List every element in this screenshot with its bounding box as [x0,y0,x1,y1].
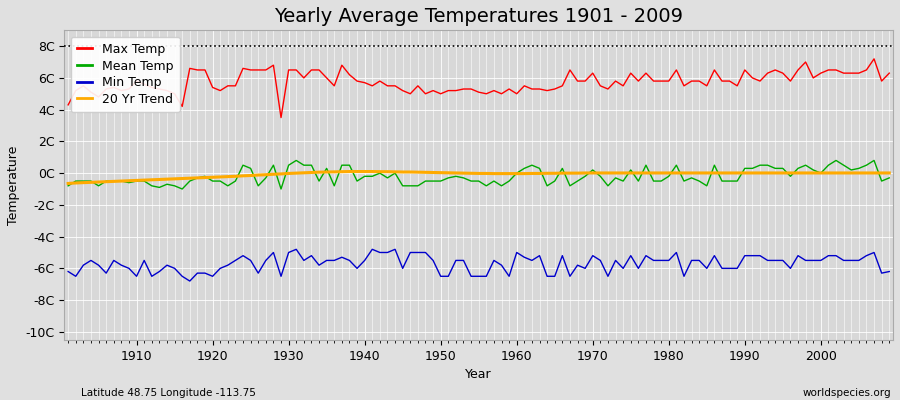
Text: Latitude 48.75 Longitude -113.75: Latitude 48.75 Longitude -113.75 [81,388,256,398]
Title: Yearly Average Temperatures 1901 - 2009: Yearly Average Temperatures 1901 - 2009 [274,7,683,26]
Text: worldspecies.org: worldspecies.org [803,388,891,398]
Legend: Max Temp, Mean Temp, Min Temp, 20 Yr Trend: Max Temp, Mean Temp, Min Temp, 20 Yr Tre… [70,36,180,112]
X-axis label: Year: Year [465,368,492,381]
Y-axis label: Temperature: Temperature [7,145,20,225]
